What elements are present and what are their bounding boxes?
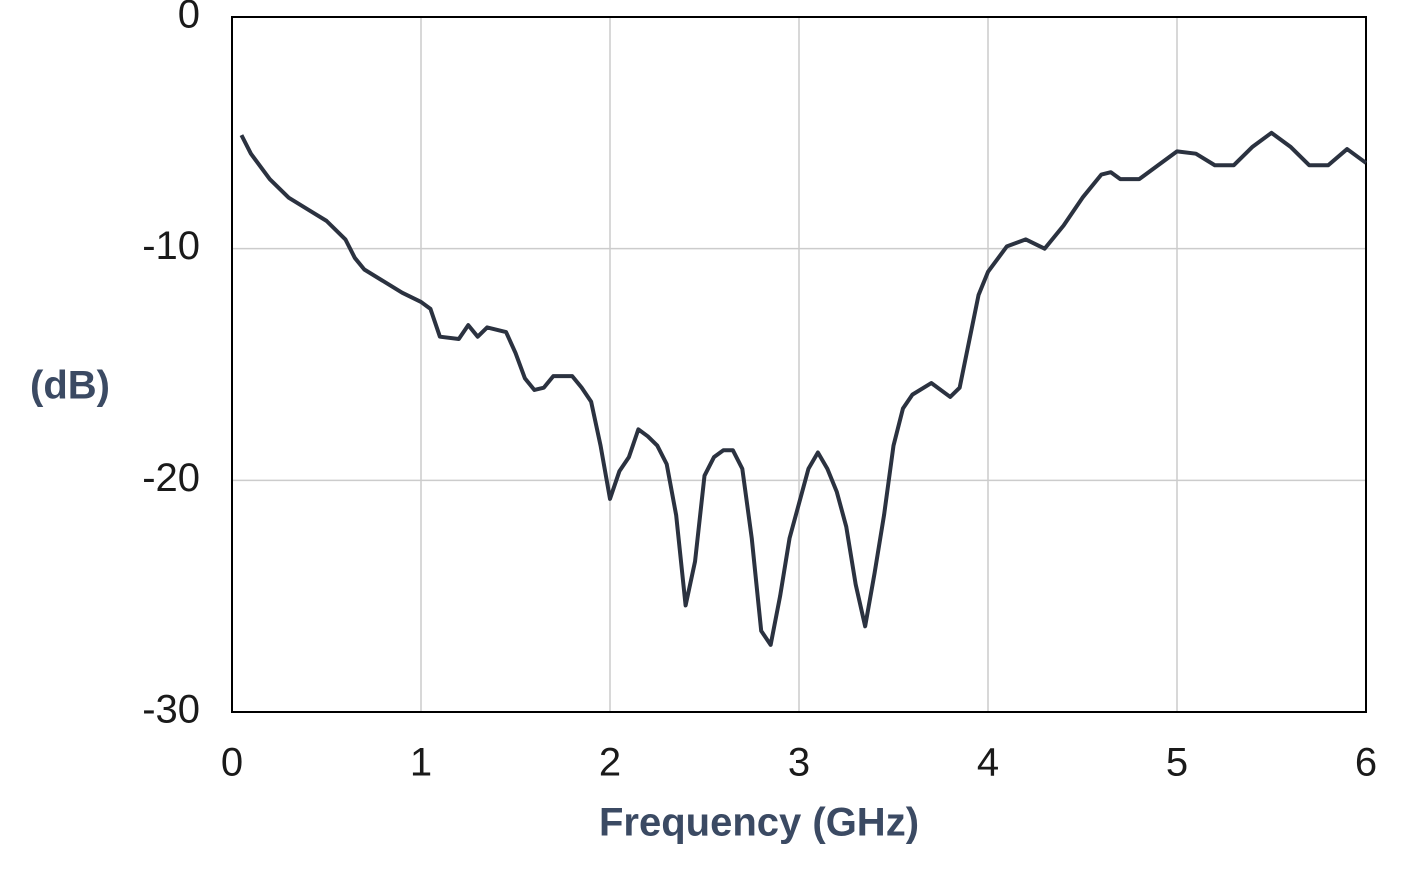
- x-tick-label: 5: [1166, 741, 1188, 785]
- x-tick-label: 0: [221, 741, 243, 785]
- data-line: [239, 130, 1368, 647]
- plot-frame: [231, 16, 1367, 713]
- x-tick-label: 1: [410, 741, 432, 785]
- y-tick-label: 0: [178, 0, 200, 37]
- y-tick-label: -20: [142, 456, 200, 500]
- x-tick-label: 6: [1355, 741, 1377, 785]
- y-tick-label: -30: [142, 688, 200, 732]
- y-axis-label: (dB): [30, 364, 110, 408]
- x-axis-label: Frequency (GHz): [599, 801, 919, 845]
- y-tick-label: -10: [142, 224, 200, 268]
- x-tick-label: 2: [599, 741, 621, 785]
- x-tick-label: 4: [977, 741, 999, 785]
- x-tick-label: 3: [788, 741, 810, 785]
